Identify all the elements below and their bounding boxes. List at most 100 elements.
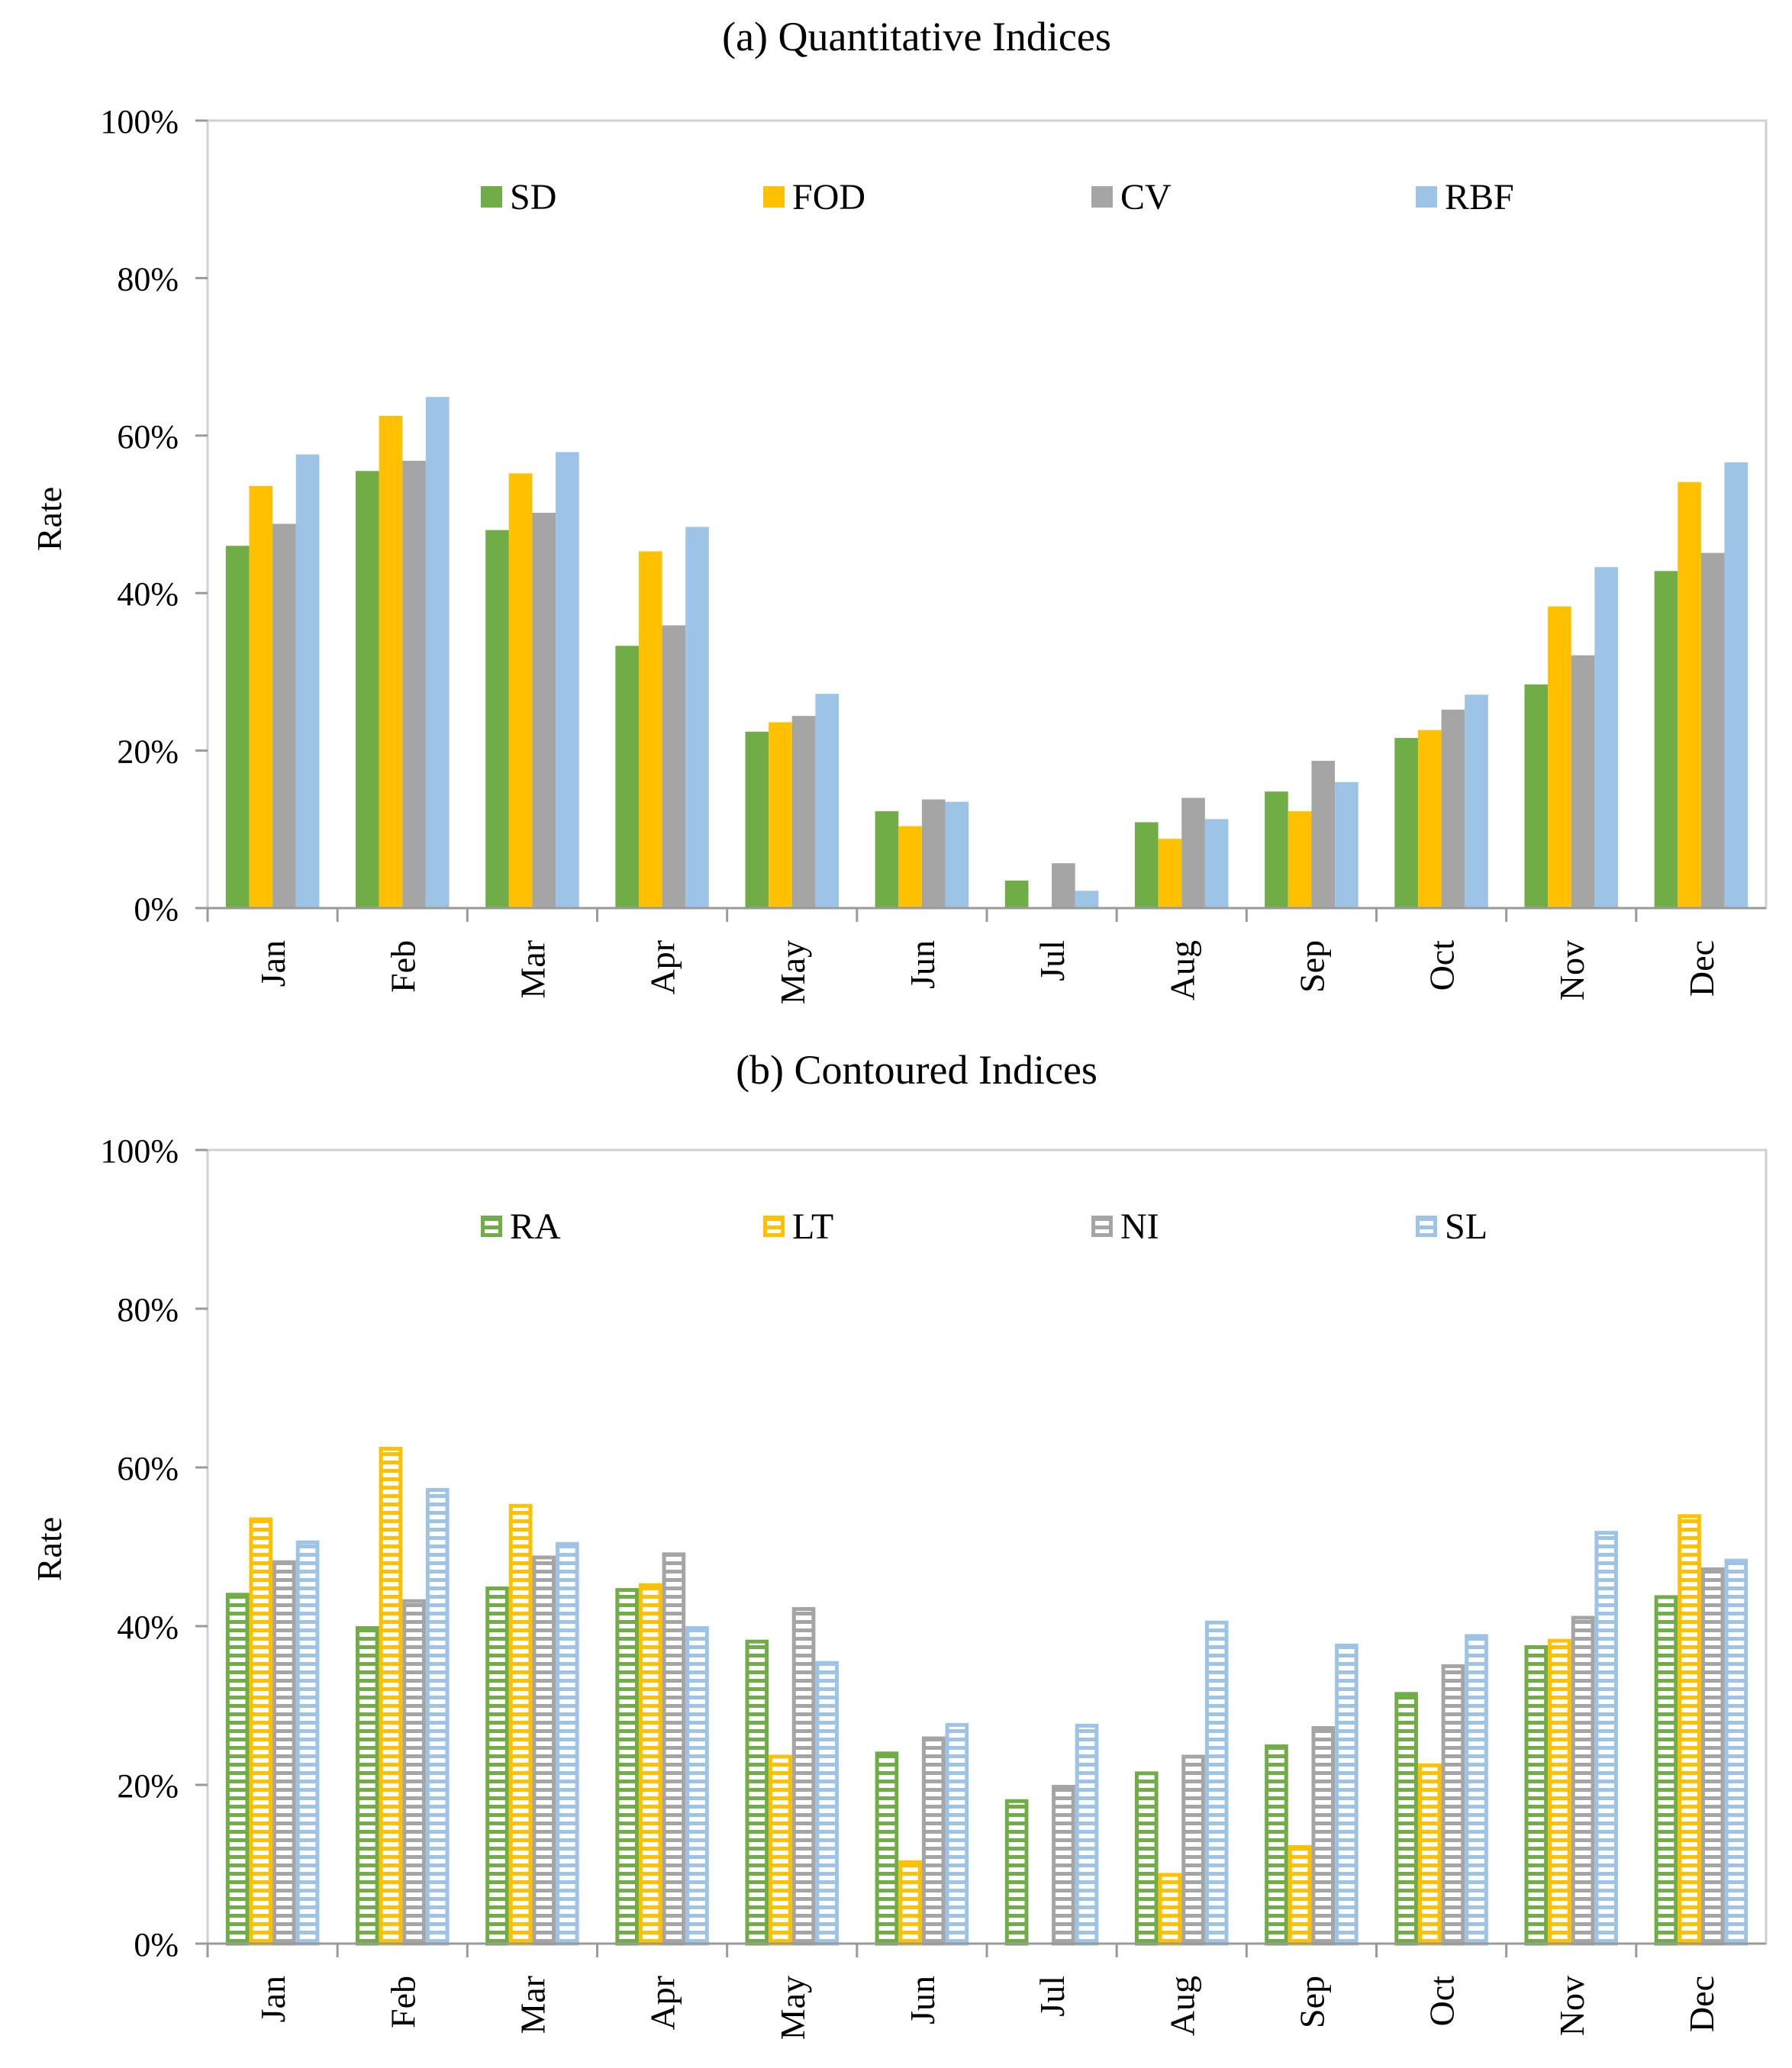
bar-sl-apr [685,1626,709,1946]
bar-cv-sep [1311,761,1336,908]
x-tick-label: Feb [383,1976,422,2028]
legend-label-sd: SD [510,177,556,217]
bar-fod-aug [1158,839,1182,908]
bar-fod-may [769,722,792,908]
x-tick-label: Oct [1423,1976,1462,2027]
bar-ni-mar [532,1555,556,1946]
bar-ra-mar [485,1586,509,1946]
y-tick-label: 0% [134,1926,179,1963]
bar-lt-jan [249,1517,273,1946]
bar-cv-mar [532,512,556,908]
bar-sl-feb [425,1488,450,1946]
bar-sd-jan [225,546,250,908]
x-tick-label: Oct [1423,940,1462,991]
bar-ni-oct [1441,1664,1465,1946]
y-tick-label: 20% [117,1767,179,1805]
bar-fod-nov [1548,606,1571,908]
x-tick-label: Aug [1162,940,1201,1000]
bar-sd-feb [355,471,379,908]
bar-ra-dec [1654,1595,1678,1946]
legend-swatch-ni [1091,1216,1113,1237]
bar-sd-mar [485,530,509,908]
x-tick-label: Dec [1682,1976,1721,2032]
x-tick-label: Jul [1033,940,1072,981]
bar-lt-sep [1288,1845,1312,1946]
x-tick-label: Dec [1682,940,1721,997]
bar-ni-sep [1311,1726,1336,1946]
y-axis-label: Rate [30,1517,69,1581]
bar-ni-nov [1571,1615,1595,1946]
bar-ni-feb [402,1599,426,1946]
bar-sl-oct [1465,1634,1488,1946]
y-tick-label: 100% [100,1132,179,1170]
bars [225,1446,1748,1946]
bar-rbf-oct [1465,694,1488,908]
bar-ni-aug [1181,1754,1205,1946]
bar-rbf-jul [1075,891,1099,908]
legend-swatch-cv [1091,186,1113,208]
legend-label-cv: CV [1120,177,1172,217]
legend-label-fod: FOD [792,177,865,217]
bar-cv-jan [272,523,296,908]
legend-swatch-fod [763,186,785,208]
bar-lt-oct [1417,1763,1442,1946]
bar-ra-aug [1134,1771,1159,1946]
bar-sl-sep [1335,1643,1359,1946]
bar-ra-sep [1265,1744,1288,1946]
legend: SD FOD CV RBF [481,177,1514,217]
bar-cv-aug [1181,797,1205,908]
bar-cv-dec [1700,552,1725,908]
x-tick-label: Sep [1292,1976,1331,2028]
bar-lt-mar [508,1503,533,1946]
bar-fod-apr [638,551,662,908]
bar-cv-jul [1052,863,1075,908]
bar-ra-apr [615,1588,639,1946]
bar-cv-nov [1571,655,1595,908]
bar-rbf-sep [1335,781,1359,908]
bar-rbf-mar [556,452,579,908]
bar-ni-apr [662,1552,686,1946]
bar-cv-apr [662,625,686,908]
y-axis-label: Rate [30,487,69,551]
bar-fod-feb [379,416,403,908]
bar-cv-feb [402,460,426,908]
legend: RA LT NI SL [481,1206,1487,1247]
y-tick-label: 100% [100,103,179,140]
y-tick-label: 40% [117,575,179,613]
bar-sl-jun [945,1722,969,1946]
bar-sl-nov [1594,1531,1619,1946]
legend-swatch-sl [1416,1216,1437,1237]
bar-sd-sep [1265,791,1288,908]
legend-label-ra: RA [510,1206,561,1247]
bars [225,397,1748,908]
x-tick-label: Sep [1292,940,1331,993]
y-tick-label: 40% [117,1609,179,1646]
bar-fod-dec [1678,482,1701,908]
bar-lt-dec [1678,1514,1701,1946]
legend-label-rbf: RBF [1445,177,1514,217]
x-tick-label: May [773,940,812,1004]
bar-ra-oct [1394,1692,1418,1946]
chart-title: (a) Quantitative Indices [722,14,1111,60]
chart-title: (b) Contoured Indices [736,1047,1097,1093]
bar-fod-jan [249,485,273,908]
axes: 0% 20% 40% 60% 80% 100% Jan Feb Mar Apr May Jun Jul A… [100,103,1766,1004]
y-tick-label: 60% [117,1450,179,1487]
legend-label-ni: NI [1120,1206,1159,1247]
bar-sl-may [815,1661,840,1946]
bar-ra-feb [355,1626,379,1946]
y-tick-label: 20% [117,733,179,771]
bar-sd-oct [1394,738,1418,908]
x-tick-label: Aug [1162,1976,1201,2036]
x-tick-label: Mar [513,940,552,999]
y-tick-label: 0% [134,891,179,928]
x-tick-label: Apr [643,1976,682,2031]
bar-ni-jul [1052,1785,1075,1946]
bar-sl-dec [1724,1558,1748,1946]
bar-rbf-jun [945,801,969,908]
x-tick-label: Mar [513,1976,552,2034]
chart-quantitative-indices: (a) Quantitative Indices Rate 0% 20% 40% 60… [30,14,1768,1004]
bar-cv-oct [1441,709,1465,908]
bar-rbf-jan [295,454,320,908]
